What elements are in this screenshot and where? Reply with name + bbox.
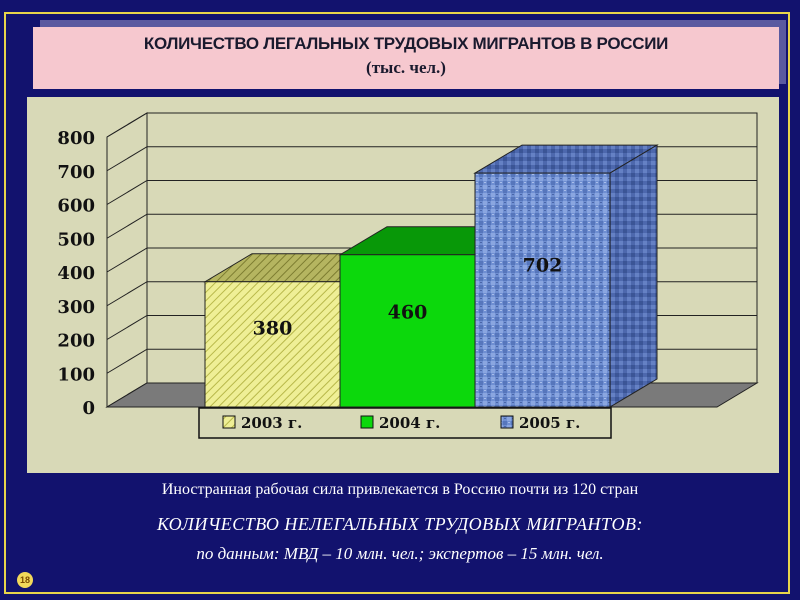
data-label: 380 bbox=[253, 317, 293, 339]
bar bbox=[339, 254, 476, 408]
legend-label: 2003 г. bbox=[241, 414, 302, 432]
title-main: КОЛИЧЕСТВО ЛЕГАЛЬНЫХ ТРУДОВЫХ МИГРАНТОВ … bbox=[143, 34, 669, 53]
legend-swatch bbox=[500, 415, 514, 429]
caption-foreign-workforce: Иностранная рабочая сила привлекается в … bbox=[161, 481, 639, 498]
chart-panel: 0 100 200 300 400 500 600 700 800 380 460 702 2003 г… bbox=[27, 97, 779, 473]
y-tick-label: 700 bbox=[57, 162, 95, 183]
y-tick-label: 800 bbox=[57, 128, 95, 149]
bar bbox=[474, 172, 611, 408]
y-tick-label: 400 bbox=[57, 263, 95, 284]
legend-box bbox=[198, 407, 612, 439]
data-label: 460 bbox=[388, 302, 428, 324]
legend-swatch bbox=[360, 415, 374, 429]
y-tick-label: 600 bbox=[57, 196, 95, 217]
gridline bbox=[106, 112, 757, 138]
y-tick-label: 500 bbox=[57, 229, 95, 250]
y-tick-label: 100 bbox=[57, 364, 95, 385]
y-tick-label: 200 bbox=[57, 331, 95, 352]
legend: 2003 г. 2004 г. 2005 г. bbox=[198, 407, 612, 439]
caption-illegal-estimates: по данным: МВД – 10 млн. чел.; экспертов… bbox=[196, 544, 604, 563]
bar-chart: 0 100 200 300 400 500 600 700 800 380 460 702 2003 г… bbox=[57, 112, 759, 439]
y-tick-label: 0 bbox=[82, 398, 95, 419]
legend-label: 2005 г. bbox=[519, 414, 580, 432]
legend-label: 2004 г. bbox=[379, 414, 440, 432]
legend-swatch bbox=[222, 415, 236, 429]
bar-side bbox=[609, 144, 658, 408]
caption-illegal-heading: КОЛИЧЕСТВО НЕЛЕГАЛЬНЫХ ТРУДОВЫХ МИГРАНТО… bbox=[156, 514, 643, 534]
bar bbox=[204, 281, 341, 408]
slide-frame bbox=[4, 12, 790, 594]
title-units: (тыс. чел.) bbox=[366, 58, 446, 77]
data-label: 702 bbox=[523, 254, 563, 276]
slide-title: КОЛИЧЕСТВО ЛЕГАЛЬНЫХ ТРУДОВЫХ МИГРАНТОВ … bbox=[33, 27, 779, 89]
y-tick-label: 300 bbox=[57, 297, 95, 318]
page-number-badge: 18 bbox=[17, 572, 33, 588]
